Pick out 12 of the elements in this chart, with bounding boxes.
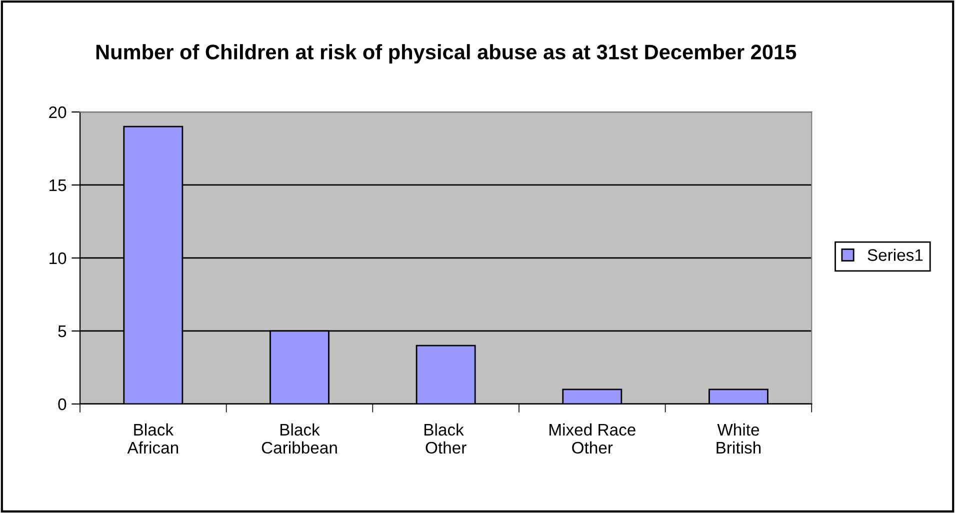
x-tick-label: Black Caribbean xyxy=(262,423,337,454)
x-tick-label: Mixed Race Other xyxy=(550,423,636,454)
y-tick-label: 20 xyxy=(49,106,66,118)
y-tick-label: 10 xyxy=(50,252,66,264)
legend-label: Series1 xyxy=(868,248,923,261)
y-tick-label: 0 xyxy=(58,398,66,410)
x-tick-label: White British xyxy=(716,423,761,454)
x-tick-label: Black Other xyxy=(424,423,466,454)
chart-title: Number of Children at risk of physical abuse as at 31st December 2015 xyxy=(96,44,796,64)
x-tick-label: Black African xyxy=(127,423,178,454)
y-tick-label: 15 xyxy=(50,180,66,192)
y-tick-label: 5 xyxy=(58,326,66,338)
